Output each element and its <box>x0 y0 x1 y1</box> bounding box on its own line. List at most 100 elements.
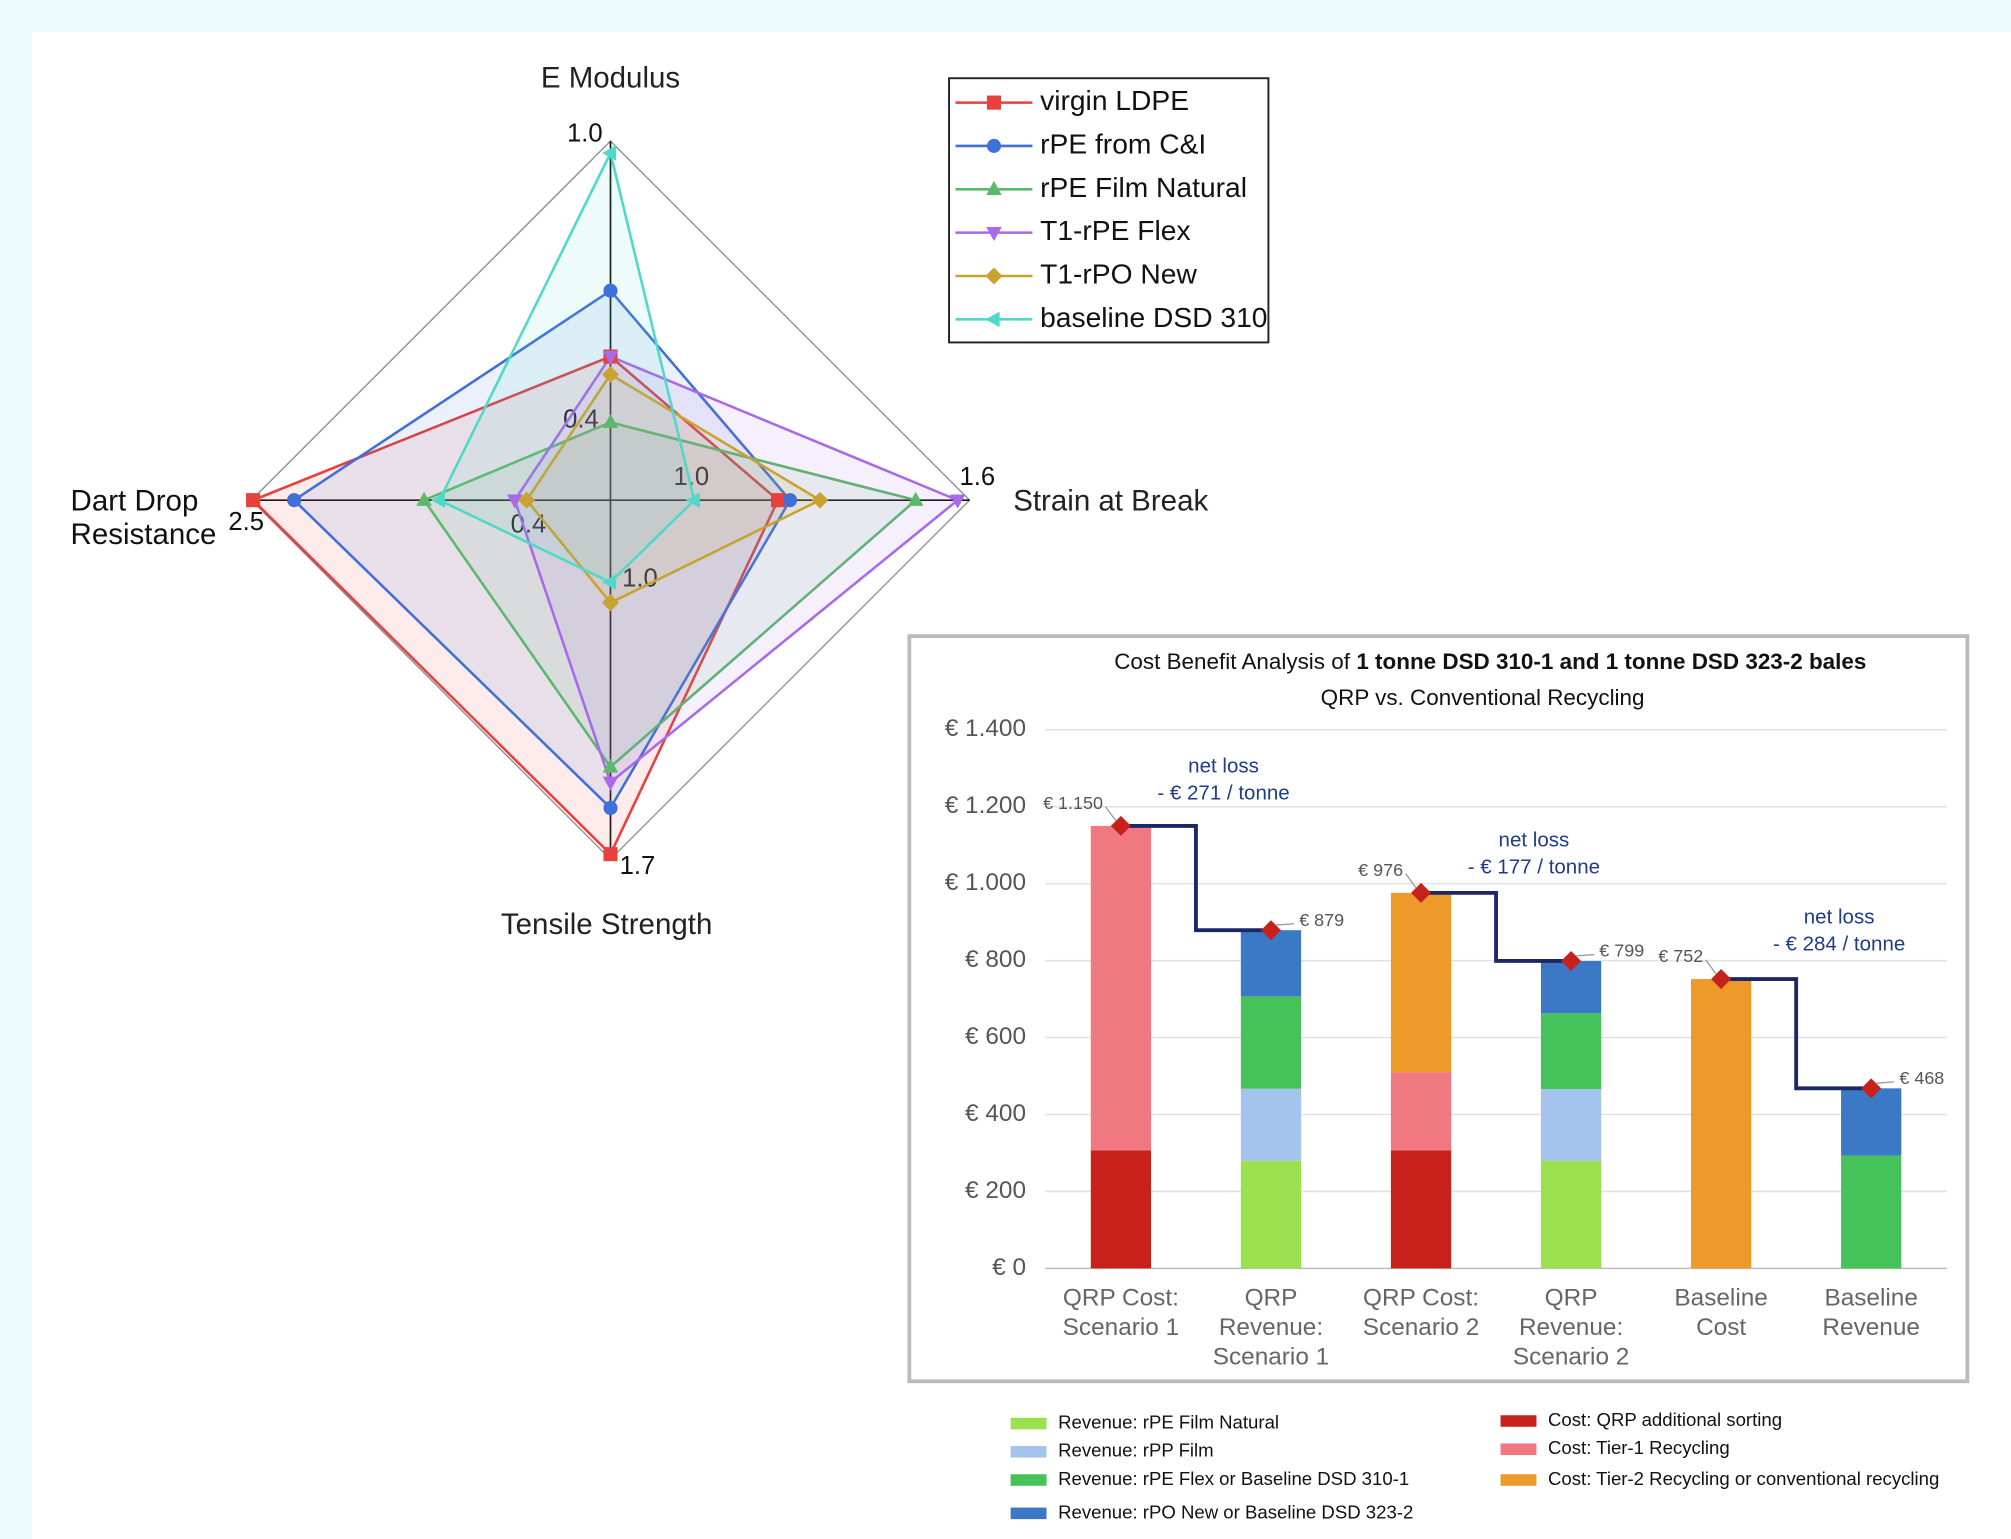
legend-marker <box>986 227 1002 242</box>
net-loss-connector <box>1421 890 1572 963</box>
marker <box>685 492 700 508</box>
bar-segment <box>1240 1160 1302 1269</box>
label-leader <box>1276 923 1295 926</box>
total-marker <box>1260 920 1281 941</box>
legend-label: baseline DSD 310 <box>1040 301 1267 333</box>
marker <box>518 491 536 509</box>
marker <box>949 494 966 509</box>
x-tick-label: Scenario 2 <box>1363 1314 1479 1341</box>
y-tick-label: € 1.200 <box>945 792 1026 819</box>
marker <box>287 493 302 508</box>
label-leader <box>1876 1081 1895 1084</box>
bar-segment <box>1690 979 1752 1269</box>
annotation: net loss <box>1804 906 1875 929</box>
legend-swatch <box>1500 1443 1537 1455</box>
marker <box>782 493 798 508</box>
legend-swatch <box>1010 1474 1047 1486</box>
legend-label: Cost: QRP additional sorting <box>1548 1409 1782 1430</box>
legend-swatch <box>1010 1507 1047 1520</box>
marker <box>602 350 619 365</box>
axis-title: Resistance <box>71 518 217 551</box>
legend-label: Cost: Tier-2 Recycling or conventional r… <box>1548 1468 1939 1489</box>
legend-marker <box>986 95 1002 110</box>
total-label: € 752 <box>1658 946 1703 966</box>
legend-label: T1-rPO New <box>1040 257 1197 289</box>
legend-swatch <box>1500 1415 1537 1427</box>
annotation: - € 271 / tonne <box>1157 781 1289 804</box>
marker <box>602 776 619 791</box>
y-tick-label: € 400 <box>965 1100 1026 1127</box>
net-loss-connector <box>1120 824 1271 933</box>
x-tick-label: QRP Cost: <box>1363 1285 1479 1312</box>
total-label: € 1.150 <box>1043 793 1103 813</box>
x-tick-label: Scenario 1 <box>1213 1344 1329 1371</box>
marker <box>603 800 618 816</box>
bar-segment <box>1240 930 1302 997</box>
marker <box>431 492 446 508</box>
y-tick-label: € 1.000 <box>945 869 1026 896</box>
bar-segment <box>1540 1160 1602 1269</box>
marker <box>416 491 432 506</box>
bar-segment <box>1540 1013 1602 1090</box>
chart-subtitle: QRP vs. Conventional Recycling <box>1321 685 1645 710</box>
legend-marker <box>986 180 1002 195</box>
marker <box>602 758 619 773</box>
legend-label: rPE Film Natural <box>1040 171 1247 203</box>
axis-tick-label: 2.5 <box>228 508 264 536</box>
y-tick-label: € 800 <box>965 946 1026 973</box>
marker <box>602 366 619 383</box>
legend-label: rPE from C&I <box>1040 127 1206 159</box>
legend-swatch <box>1010 1417 1047 1430</box>
annotation: - € 284 / tonne <box>1773 933 1905 956</box>
x-tick-label: Scenario 2 <box>1513 1344 1629 1371</box>
legend-label: Revenue: rPE Film Natural <box>1058 1411 1279 1432</box>
title-part: Cost Benefit Analysis of <box>1114 649 1350 674</box>
bar-segment <box>1090 1150 1152 1269</box>
bar-segment <box>1390 1150 1452 1269</box>
axis-title: Dart Drop <box>71 485 199 518</box>
label-leader <box>1405 873 1417 889</box>
label-leader <box>1105 806 1117 822</box>
x-tick-label: Cost <box>1696 1314 1746 1341</box>
axis-title: Strain at Break <box>1013 485 1208 518</box>
legend-label: Revenue: rPP Film <box>1058 1440 1214 1461</box>
axis-title: E Modulus <box>541 61 680 94</box>
x-tick-label: Baseline <box>1824 1285 1917 1312</box>
marker <box>602 413 619 429</box>
axis-tick-label: 1.0 <box>567 119 603 147</box>
x-tick-label: QRP <box>1545 1285 1598 1312</box>
net-loss-connector <box>1721 977 1872 1091</box>
marker <box>602 574 617 591</box>
annotation: - € 177 / tonne <box>1468 856 1600 879</box>
marker <box>603 283 618 298</box>
marker <box>603 847 618 862</box>
legend-marker <box>985 311 1000 328</box>
axis-title: Tensile Strength <box>501 908 712 941</box>
marker <box>246 493 261 508</box>
legend-label: virgin LDPE <box>1040 84 1189 116</box>
y-tick-label: € 0 <box>992 1254 1026 1281</box>
x-tick-label: Scenario 1 <box>1063 1314 1179 1341</box>
marker <box>771 493 786 508</box>
bar-segment <box>1390 892 1452 1073</box>
annotation: net loss <box>1499 829 1570 852</box>
x-tick-label: Baseline <box>1674 1285 1767 1312</box>
bar-segment <box>1841 1088 1902 1156</box>
total-label: € 879 <box>1299 910 1344 930</box>
axis-tick-label: 1.7 <box>620 852 656 880</box>
legend-swatch <box>1500 1474 1537 1486</box>
marker <box>907 491 924 506</box>
total-marker <box>1711 969 1732 990</box>
marker <box>602 145 617 161</box>
y-tick-label: € 200 <box>965 1177 1026 1204</box>
legend-label: Revenue: rPE Flex or Baseline DSD 310-1 <box>1058 1468 1409 1489</box>
axis-tick-label: 1.6 <box>959 463 995 491</box>
legend-marker <box>986 138 1002 154</box>
bar-segment <box>1540 1089 1602 1161</box>
bar-segment <box>1090 825 1152 1151</box>
chart-title: Cost Benefit Analysis of 1 tonne DSD 310-… <box>1114 649 1866 674</box>
y-tick-label: € 600 <box>965 1023 1026 1050</box>
legend-swatch <box>1010 1446 1047 1458</box>
